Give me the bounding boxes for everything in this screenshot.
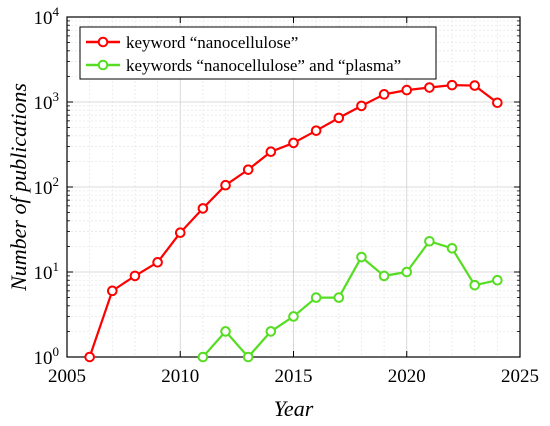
data-point xyxy=(378,270,390,282)
data-point xyxy=(197,351,209,363)
legend-marker xyxy=(97,36,109,48)
data-point xyxy=(220,326,231,337)
legend-label: keywords “nanocellulose” and “plasma” xyxy=(126,56,401,75)
data-point xyxy=(492,274,503,286)
x-tick-label: 2015 xyxy=(275,366,313,387)
x-tick-label: 2005 xyxy=(48,366,86,387)
data-point xyxy=(333,292,345,303)
x-tick-label: 2025 xyxy=(501,366,539,387)
axis-ticks: 2005 2010 2015 2020 2025 100 101 102 103 104 xyxy=(34,4,540,387)
legend: keyword “nanocellulose” keywords “nanocel… xyxy=(79,26,437,80)
data-point xyxy=(242,164,254,175)
series-layer xyxy=(84,79,503,363)
legend-box xyxy=(79,26,437,80)
y-tick-label: 102 xyxy=(34,174,60,199)
data-point xyxy=(333,112,345,124)
data-point xyxy=(265,326,277,337)
data-point xyxy=(401,266,413,278)
data-point xyxy=(356,100,367,112)
data-point xyxy=(265,146,277,158)
data-point xyxy=(288,311,299,322)
data-point xyxy=(107,285,118,297)
data-point xyxy=(174,227,186,238)
series-0 xyxy=(84,79,503,363)
legend-marker xyxy=(97,59,109,71)
data-point xyxy=(378,89,390,100)
data-point xyxy=(424,82,435,93)
x-axis-title: Year xyxy=(274,396,314,421)
x-tick-label: 2020 xyxy=(388,366,426,387)
data-point xyxy=(469,80,481,91)
data-point xyxy=(84,351,95,363)
series-1 xyxy=(197,235,503,363)
data-point xyxy=(446,79,458,91)
data-point xyxy=(288,137,299,149)
y-tick-label: 101 xyxy=(34,259,60,284)
x-tick-label: 2010 xyxy=(161,366,199,387)
data-point xyxy=(469,279,481,291)
data-point xyxy=(401,84,413,96)
data-point xyxy=(310,125,322,136)
data-point xyxy=(197,203,209,214)
data-point xyxy=(129,270,141,282)
y-tick-label: 104 xyxy=(34,4,60,29)
data-point xyxy=(492,97,503,109)
data-point xyxy=(152,257,163,268)
series-line xyxy=(202,240,498,359)
data-point xyxy=(242,351,254,363)
data-point xyxy=(356,251,367,263)
y-tick-label: 100 xyxy=(34,344,60,369)
legend-item: keywords “nanocellulose” and “plasma” xyxy=(86,56,401,75)
data-point xyxy=(310,292,322,303)
data-point xyxy=(446,243,458,254)
data-point xyxy=(424,235,435,247)
legend-label: keyword “nanocellulose” xyxy=(126,33,298,52)
legend-item: keyword “nanocellulose” xyxy=(86,33,298,52)
data-point xyxy=(220,179,231,191)
y-axis-title: Number of publications xyxy=(6,83,31,292)
y-tick-label: 103 xyxy=(34,89,60,114)
